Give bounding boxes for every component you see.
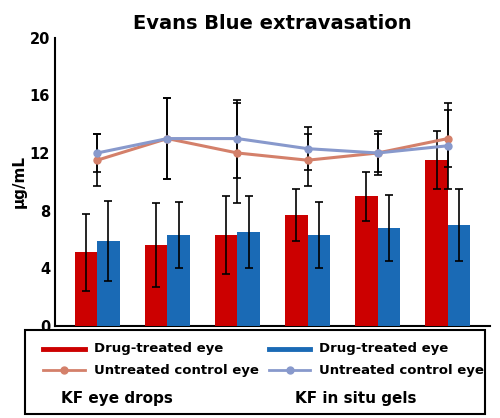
Text: KF eye drops: KF eye drops: [61, 391, 173, 406]
Bar: [426, 160, 448, 326]
Bar: [145, 245, 168, 326]
Bar: [168, 235, 190, 326]
Bar: [355, 196, 378, 326]
Bar: [75, 252, 97, 326]
Bar: [215, 235, 238, 326]
Bar: [448, 225, 470, 326]
FancyBboxPatch shape: [25, 330, 485, 414]
Text: Untreated control eye: Untreated control eye: [94, 364, 259, 377]
Bar: [285, 215, 308, 326]
Bar: [238, 232, 260, 326]
Text: Untreated control eye: Untreated control eye: [320, 364, 484, 377]
Text: Drug-treated eye: Drug-treated eye: [94, 342, 223, 355]
Bar: [378, 228, 400, 326]
Text: Drug-treated eye: Drug-treated eye: [320, 342, 448, 355]
Bar: [308, 235, 330, 326]
Text: KF in situ gels: KF in situ gels: [296, 391, 417, 406]
Y-axis label: μg/mL: μg/mL: [12, 155, 27, 208]
Bar: [97, 241, 120, 326]
Title: Evans Blue extravasation: Evans Blue extravasation: [133, 14, 412, 33]
